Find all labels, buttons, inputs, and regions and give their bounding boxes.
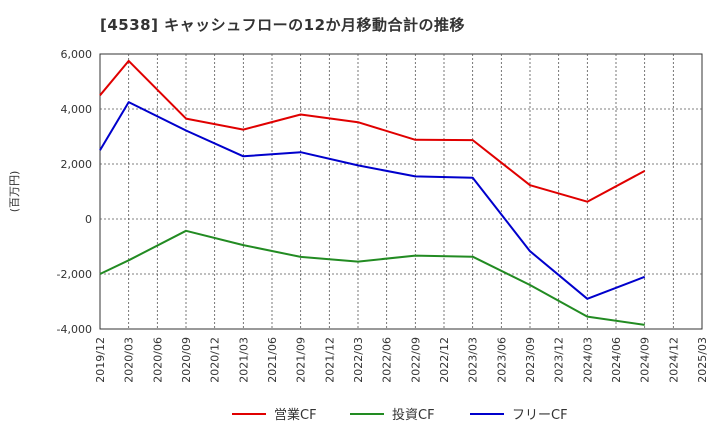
- chart-title: [4538] キャッシュフローの12か月移動合計の推移: [100, 16, 466, 34]
- x-tick-label: 2021/12: [323, 337, 336, 383]
- x-tick-label: 2020/09: [180, 337, 193, 383]
- x-tick-label: 2024/06: [610, 337, 623, 383]
- x-tick-label: 2023/06: [495, 337, 508, 383]
- y-tick-label: 2,000: [61, 158, 93, 171]
- legend-label: 営業CF: [274, 407, 317, 423]
- x-tick-label: 2021/03: [237, 337, 250, 383]
- y-tick-label: 0: [85, 213, 92, 226]
- y-tick-label: -2,000: [57, 268, 92, 281]
- x-tick-label: 2021/09: [295, 337, 308, 383]
- x-tick-label: 2024/12: [667, 337, 680, 383]
- y-tick-label: 6,000: [61, 48, 93, 61]
- x-tick-label: 2023/03: [467, 337, 480, 383]
- x-tick-label: 2022/03: [352, 337, 365, 383]
- x-tick-label: 2021/06: [266, 337, 279, 383]
- x-tick-label: 2022/06: [381, 337, 394, 383]
- legend-label: フリーCF: [512, 408, 568, 423]
- y-axis-label: (百万円): [8, 171, 21, 213]
- x-tick-label: 2020/12: [209, 337, 222, 383]
- x-tick-label: 2025/03: [696, 337, 709, 383]
- series-line-1: [99, 59, 646, 203]
- x-tick-label: 2024/09: [639, 337, 652, 383]
- y-tick-label: -4,000: [57, 323, 92, 336]
- x-tick-label: 2024/03: [581, 337, 594, 383]
- plot-area: [99, 53, 703, 330]
- x-tick-label: 2023/09: [524, 337, 537, 383]
- x-tick-label: 2019/12: [94, 337, 107, 383]
- y-tick-label: 4,000: [61, 103, 93, 116]
- x-tick-label: 2023/12: [553, 337, 566, 383]
- x-tick-label: 2020/06: [151, 337, 164, 383]
- x-tick-label: 2022/09: [409, 337, 422, 383]
- x-tick-label: 2020/03: [123, 337, 136, 383]
- legend-label: 投資CF: [392, 407, 435, 423]
- x-tick-label: 2022/12: [438, 337, 451, 383]
- series-line-3: [99, 101, 646, 300]
- series-line-2: [99, 229, 645, 326]
